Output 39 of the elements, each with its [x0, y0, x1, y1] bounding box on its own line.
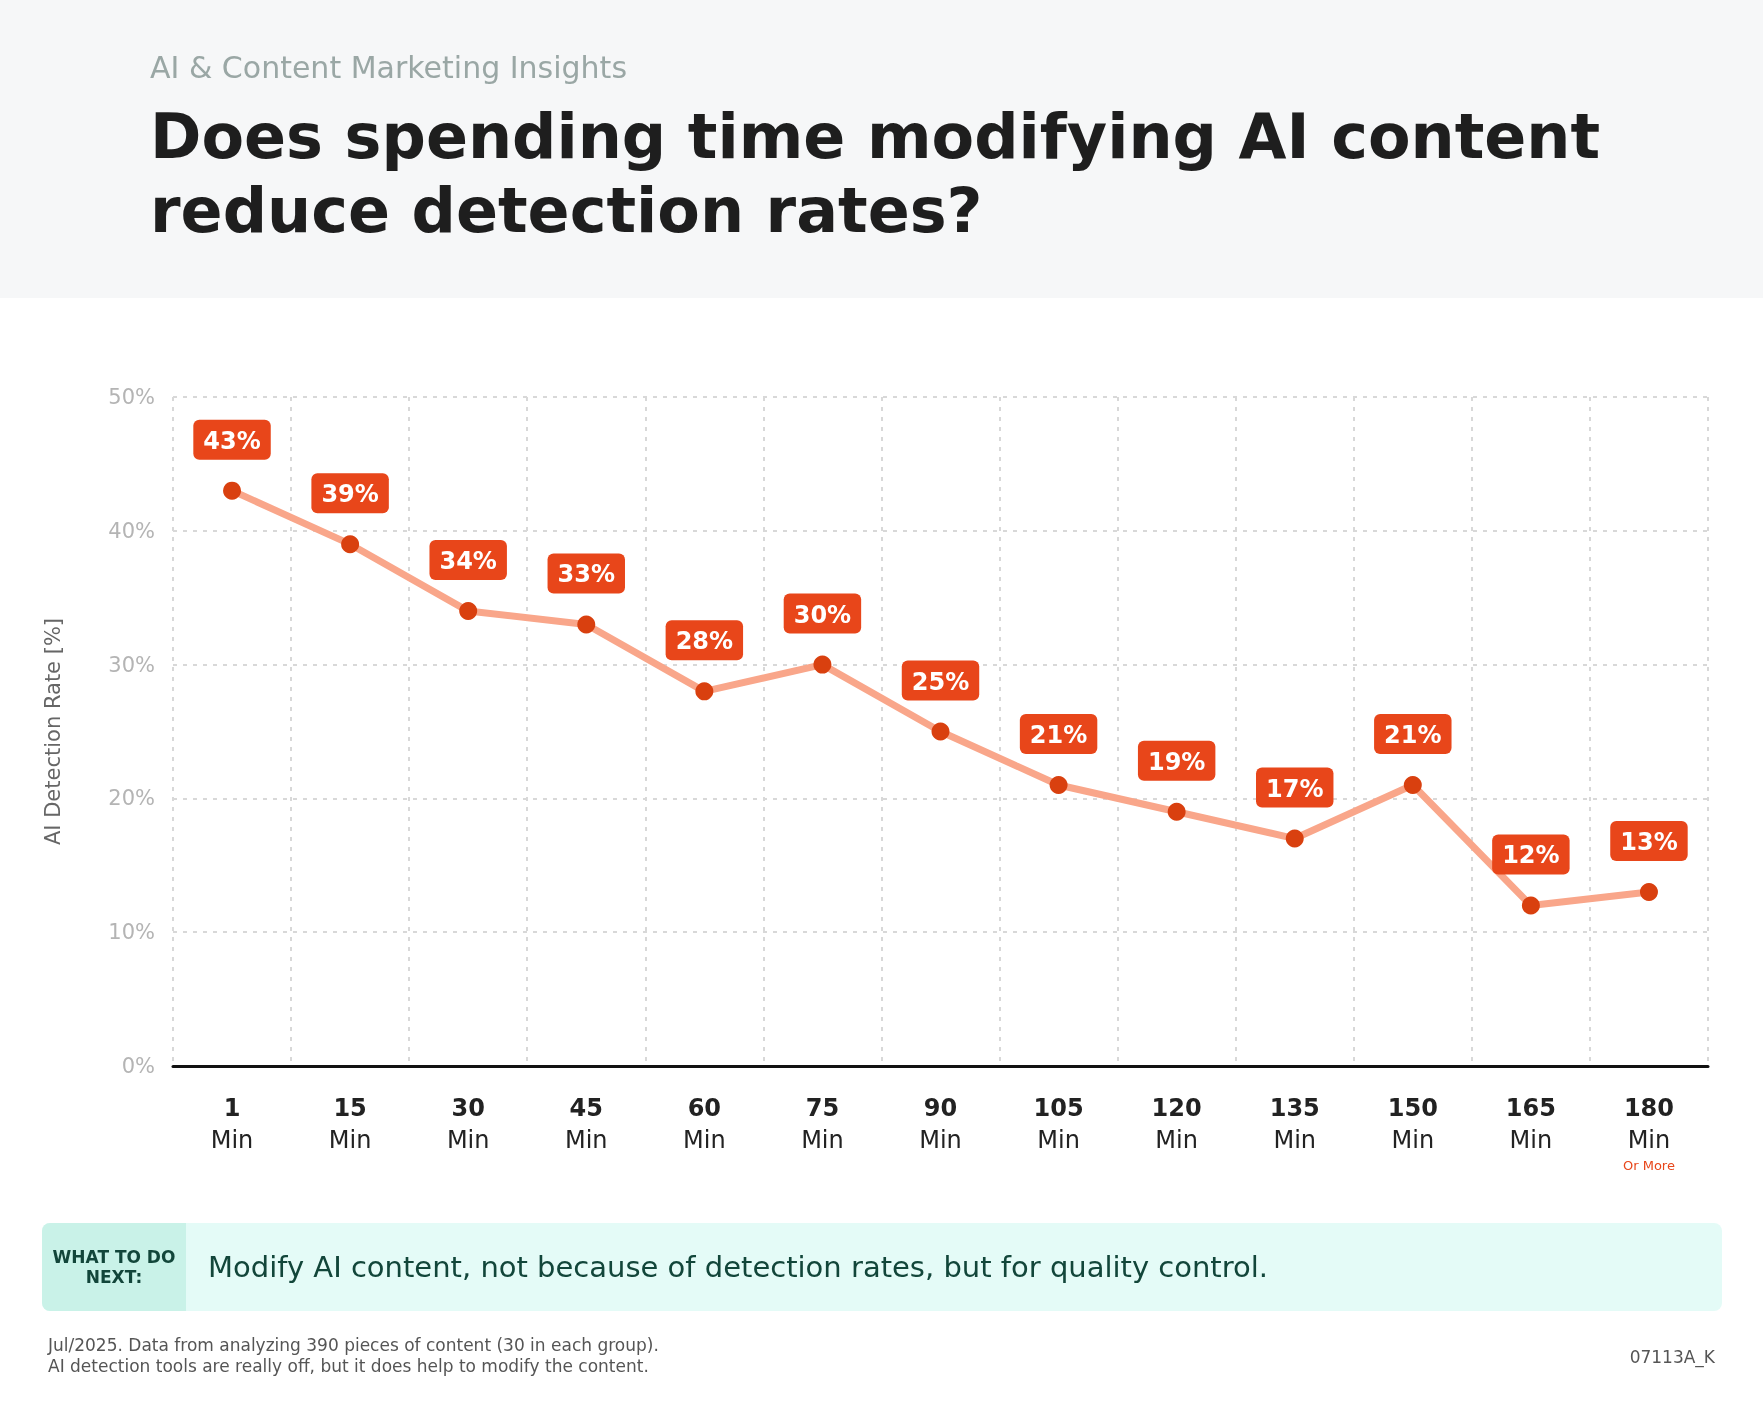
- data-label: 39%: [321, 480, 379, 509]
- data-label: 21%: [1384, 721, 1442, 750]
- y-tick-label: 50%: [108, 385, 155, 409]
- x-tick-label: 1 Min: [210, 1094, 254, 1154]
- data-label: 17%: [1266, 774, 1324, 803]
- data-label: 33%: [557, 560, 615, 589]
- x-tick-label: 60 Min: [683, 1094, 726, 1154]
- chart-title: Does spending time modifying AI content reduce detection rates?: [150, 100, 1602, 248]
- y-axis-title: AI Detection Rate [%]: [40, 617, 65, 846]
- x-tick-label: 165 Min: [1505, 1094, 1556, 1154]
- data-label: 12%: [1502, 841, 1560, 870]
- y-tick-label: 20%: [108, 786, 155, 811]
- x-tick-label: 135 Min: [1269, 1094, 1320, 1154]
- x-tick-label: 30 Min: [446, 1094, 490, 1154]
- data-label: 19%: [1147, 747, 1206, 776]
- data-label: 34%: [439, 547, 497, 576]
- y-tick-label: 30%: [108, 652, 155, 677]
- y-tick-label: 0%: [121, 1054, 155, 1078]
- x-tick-label: 45 Min: [564, 1094, 608, 1154]
- data-label: 21%: [1029, 721, 1088, 750]
- data-label: 28%: [675, 627, 734, 656]
- data-label: 13%: [1620, 828, 1678, 857]
- x-tick-label: 150 Min: [1387, 1094, 1438, 1154]
- x-tick-label: 105 Min: [1033, 1094, 1084, 1154]
- x-tick-label: 180 Min Or More: [1622, 1094, 1675, 1173]
- x-tick-label: 90 Min: [919, 1094, 962, 1154]
- y-tick-label: 10%: [108, 920, 155, 945]
- data-label: 43%: [203, 426, 261, 455]
- data-label: 30%: [793, 600, 852, 629]
- y-tick-label: 40%: [108, 518, 155, 543]
- x-tick-label: 15 Min: [328, 1094, 372, 1154]
- text: Modify AI content, not because of detection rates, but for quality control.: [208, 1249, 1269, 1286]
- x-tick-label: 75 Min: [801, 1094, 844, 1154]
- text: WHAT TO DO NEXT:: [42, 1223, 186, 1311]
- text: 07113A_K: [1629, 1347, 1715, 1367]
- chart-subtitle: AI & Content Marketing Insights: [150, 50, 628, 85]
- x-tick-label: 120 Min: [1151, 1094, 1202, 1154]
- text: Jul/2025. Data from analyzing 390 pieces of content (30 in each group). AI detection tools are really off, but it does help to modify the content.: [48, 1335, 660, 1377]
- data-label: 25%: [911, 667, 970, 696]
